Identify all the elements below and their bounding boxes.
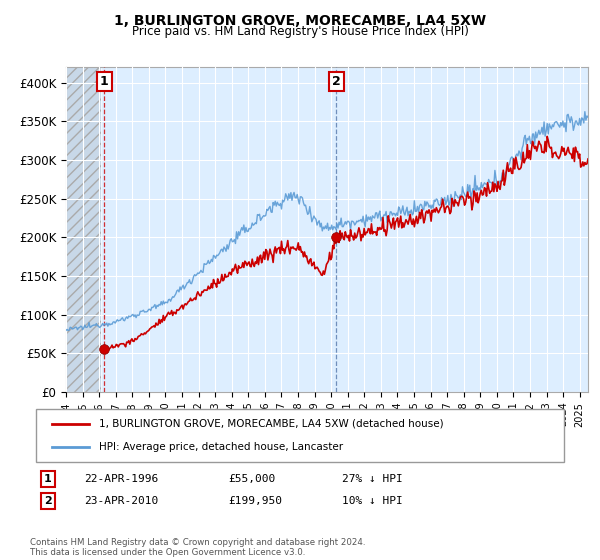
Text: 10% ↓ HPI: 10% ↓ HPI (342, 496, 403, 506)
Text: 1, BURLINGTON GROVE, MORECAMBE, LA4 5XW: 1, BURLINGTON GROVE, MORECAMBE, LA4 5XW (114, 14, 486, 28)
Text: Price paid vs. HM Land Registry's House Price Index (HPI): Price paid vs. HM Land Registry's House … (131, 25, 469, 38)
Bar (66, 67, 101, 392)
Text: HPI: Average price, detached house, Lancaster: HPI: Average price, detached house, Lanc… (100, 442, 343, 452)
Text: 1, BURLINGTON GROVE, MORECAMBE, LA4 5XW (detached house): 1, BURLINGTON GROVE, MORECAMBE, LA4 5XW … (100, 419, 444, 429)
Text: 1: 1 (44, 474, 52, 484)
Text: 2: 2 (44, 496, 52, 506)
Text: 22-APR-1996: 22-APR-1996 (84, 474, 158, 484)
Text: £55,000: £55,000 (228, 474, 275, 484)
Text: 2: 2 (332, 76, 340, 88)
Text: 23-APR-2010: 23-APR-2010 (84, 496, 158, 506)
Text: £199,950: £199,950 (228, 496, 282, 506)
Bar (66, 67, 101, 392)
Text: Contains HM Land Registry data © Crown copyright and database right 2024.
This d: Contains HM Land Registry data © Crown c… (30, 538, 365, 557)
Text: 27% ↓ HPI: 27% ↓ HPI (342, 474, 403, 484)
FancyBboxPatch shape (36, 409, 564, 462)
Text: 1: 1 (100, 76, 109, 88)
